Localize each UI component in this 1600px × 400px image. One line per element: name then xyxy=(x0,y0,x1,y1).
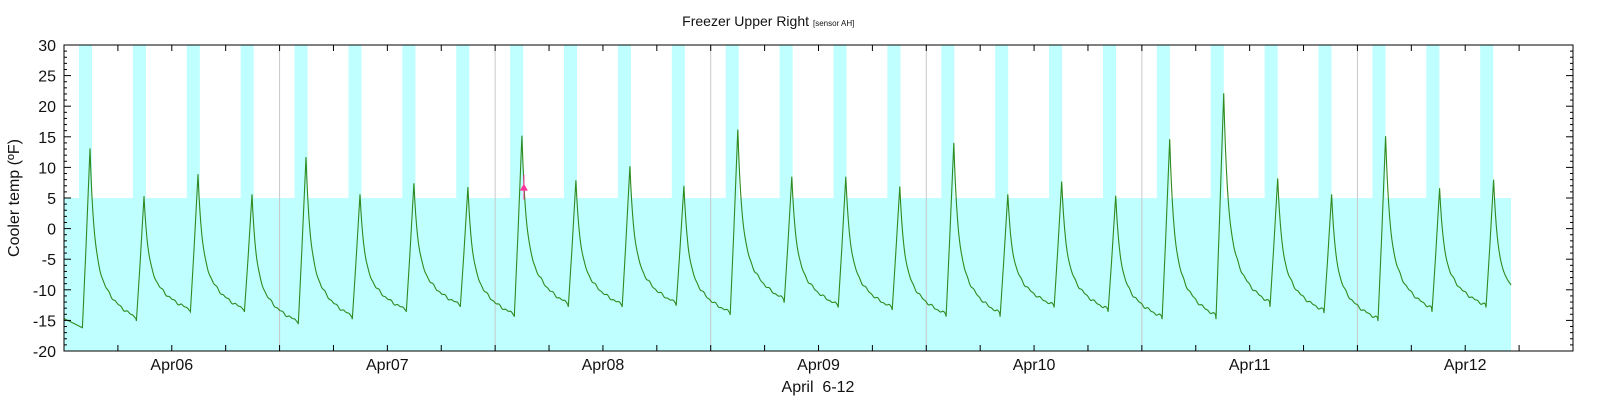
y-tick-label: 0 xyxy=(47,222,56,239)
x-tick-label: Apr12 xyxy=(1444,357,1487,374)
background-regions xyxy=(64,45,1512,351)
y-tick-label: 30 xyxy=(38,38,56,55)
y-tick-label: -10 xyxy=(33,283,56,300)
safe-range-region xyxy=(64,198,1512,351)
marker-layer xyxy=(519,174,528,200)
defrost-band xyxy=(348,45,362,198)
defrost-band xyxy=(510,45,524,198)
y-tick-label: -5 xyxy=(42,252,56,269)
defrost-band xyxy=(1480,45,1494,198)
defrost-band xyxy=(1318,45,1332,198)
chart-subtitle: [sensor AH] xyxy=(813,19,854,28)
defrost-band xyxy=(617,45,631,198)
x-tick-label: Apr09 xyxy=(797,357,840,374)
defrost-band xyxy=(1426,45,1440,198)
defrost-band xyxy=(1264,45,1278,198)
x-tick-label: Apr07 xyxy=(366,357,409,374)
y-tick-label: 10 xyxy=(38,160,56,177)
x-tick-label: Apr11 xyxy=(1229,357,1271,374)
tick-labels: -20 -15 -10 -5 0 5 10 15 20 25 30 Apr06 Apr07 Apr08 Ap… xyxy=(33,38,1487,374)
alarm-marker-triangle xyxy=(519,183,528,191)
defrost-band xyxy=(402,45,416,198)
defrost-band xyxy=(725,45,739,198)
series-layer xyxy=(63,93,1512,329)
defrost-band xyxy=(671,45,685,198)
x-tick-label: Apr06 xyxy=(150,357,193,374)
defrost-band xyxy=(779,45,793,198)
defrost-band xyxy=(1210,45,1224,198)
axis-ticks xyxy=(64,44,1573,352)
chart-title: Freezer Upper Right xyxy=(682,13,809,29)
defrost-band xyxy=(132,45,146,198)
defrost-band xyxy=(240,45,254,198)
y-tick-label: 15 xyxy=(38,130,56,147)
y-tick-label: 5 xyxy=(47,191,56,208)
defrost-band xyxy=(887,45,901,198)
y-tick-label: -15 xyxy=(33,313,56,330)
defrost-band xyxy=(294,45,308,198)
defrost-band xyxy=(1049,45,1063,198)
temperature-series-line xyxy=(63,93,1512,329)
y-tick-label: 20 xyxy=(38,99,56,116)
y-tick-label: -20 xyxy=(33,344,56,361)
x-tick-label: Apr10 xyxy=(1013,357,1056,374)
defrost-band xyxy=(995,45,1009,198)
defrost-band xyxy=(79,45,93,198)
y-tick-label: 25 xyxy=(38,69,56,86)
defrost-band xyxy=(833,45,847,198)
x-tick-label: Apr08 xyxy=(582,357,625,374)
defrost-band xyxy=(1372,45,1386,198)
defrost-band xyxy=(1102,45,1116,198)
defrost-band xyxy=(564,45,578,198)
defrost-band xyxy=(941,45,955,198)
defrost-band xyxy=(186,45,200,198)
defrost-band xyxy=(456,45,470,198)
y-axis-label: Cooler temp (ºF) xyxy=(6,139,23,257)
x-axis-label: April 6-12 xyxy=(782,379,855,396)
defrost-band xyxy=(1156,45,1170,198)
